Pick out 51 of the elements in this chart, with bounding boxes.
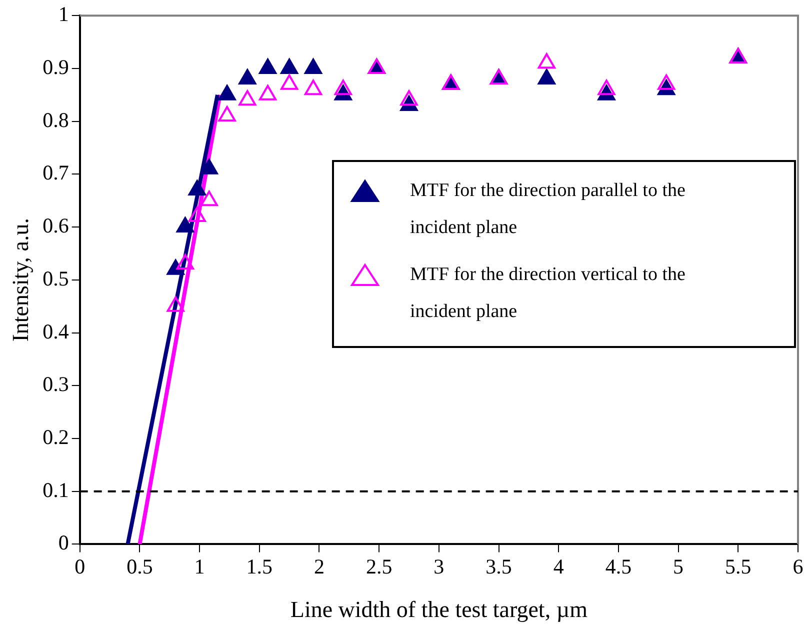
legend-label: MTF for the direction vertical to the incident plane [410,263,686,324]
point [658,74,676,90]
x-tick-label: 0.5 [126,554,153,578]
x-tick-label: 0 [74,554,86,578]
y-tick-label: 0 [58,530,69,555]
point [176,254,194,270]
y-tick-label: 1 [58,2,69,26]
y-tick-label: 0.4 [42,319,70,344]
x-tick-label: 2 [314,554,324,578]
x-tick-label: 4.5 [605,554,632,578]
point [258,84,277,100]
point [218,84,236,100]
x-tick-label: 1.5 [246,554,273,578]
point [400,90,418,106]
y-tick-label: 0.3 [42,372,69,396]
point [280,74,298,90]
point [238,69,256,85]
x-tick-label: 6 [792,554,804,578]
y-axis-title: Intensity, a.u. [8,218,33,342]
x-tick-label: 3.5 [486,554,512,578]
x-tick-label: 2.5 [366,554,392,578]
y-tick-label: 0.6 [42,214,69,238]
legend-label: MTF for the direction parallel to the incident plane [410,179,686,240]
point [188,206,206,222]
point [166,296,184,312]
x-tick-label: 5 [673,554,684,578]
x-tick-label: 1 [194,554,205,578]
point [538,53,556,69]
y-tick-label: 0.8 [42,108,69,132]
point [258,58,277,74]
point [304,80,322,96]
point [598,80,616,96]
point [304,58,322,74]
point [280,58,298,74]
point [200,190,218,206]
point [188,180,206,196]
point [218,106,236,122]
x-axis-title: Line width of the test target, µm [290,597,588,622]
x-tick-label: 4 [553,554,564,578]
point [238,90,256,106]
point [200,158,218,174]
y-tick-label: 0.1 [42,478,69,502]
point [538,69,556,85]
y-tick-label: 0.7 [42,160,69,185]
x-tick-label: 3 [434,554,444,578]
point [334,80,352,96]
point [176,217,194,233]
y-tick-label: 0.5 [42,266,69,290]
y-tick-label: 0.9 [42,54,69,79]
x-tick-label: 5.5 [725,554,752,578]
y-tick-label: 0.2 [42,424,69,449]
